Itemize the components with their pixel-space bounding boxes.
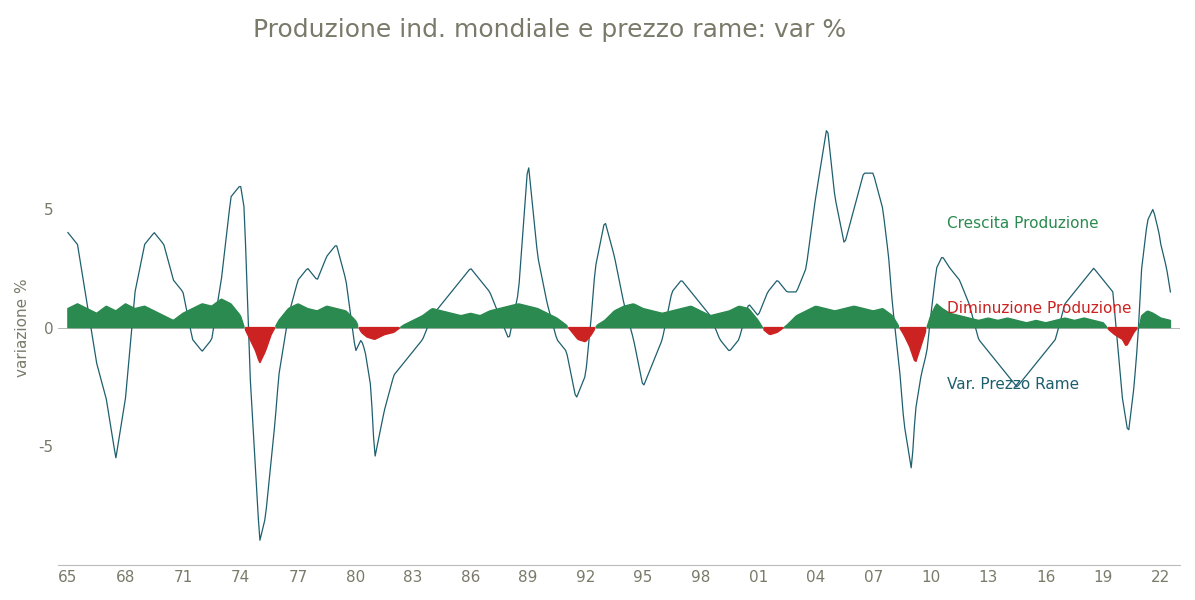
Text: Var. Prezzo Rame: Var. Prezzo Rame	[946, 377, 1079, 392]
Text: Crescita Produzione: Crescita Produzione	[946, 215, 1098, 230]
Text: Produzione ind. mondiale e prezzo rame: var %: Produzione ind. mondiale e prezzo rame: …	[253, 18, 846, 42]
Text: Diminuzione Produzione: Diminuzione Produzione	[946, 301, 1132, 316]
Y-axis label: variazione %: variazione %	[16, 278, 30, 377]
